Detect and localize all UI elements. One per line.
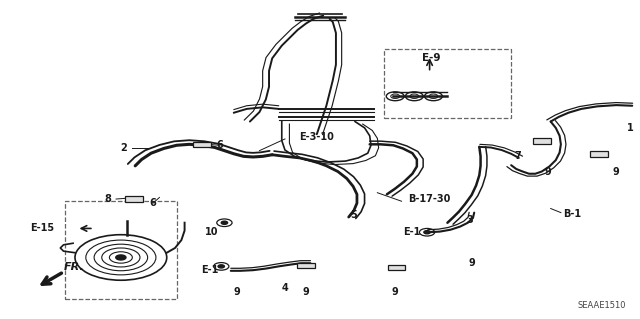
- Bar: [384, 49, 511, 118]
- Text: 2: 2: [120, 144, 127, 153]
- Text: E-9: E-9: [422, 53, 440, 63]
- Circle shape: [218, 265, 225, 268]
- Text: 9: 9: [234, 287, 241, 297]
- Text: 10: 10: [205, 227, 218, 237]
- Text: 4: 4: [282, 283, 289, 293]
- Bar: [193, 142, 211, 147]
- Text: E-15: E-15: [30, 223, 54, 234]
- Text: B-1: B-1: [563, 209, 582, 219]
- Circle shape: [424, 231, 430, 234]
- Bar: [65, 201, 177, 299]
- Text: 1: 1: [627, 123, 634, 133]
- Text: 9: 9: [545, 167, 552, 176]
- Circle shape: [221, 221, 228, 224]
- Text: 9: 9: [469, 258, 476, 268]
- Text: 6: 6: [150, 198, 157, 208]
- Text: 9: 9: [303, 287, 309, 297]
- Bar: [533, 138, 550, 144]
- Circle shape: [116, 255, 126, 260]
- Text: FR.: FR.: [64, 262, 84, 272]
- Text: E-1: E-1: [201, 264, 218, 275]
- Text: 9: 9: [391, 287, 398, 297]
- Bar: [590, 151, 608, 157]
- Text: 7: 7: [515, 151, 521, 161]
- Text: 5: 5: [351, 210, 357, 220]
- Text: 9: 9: [613, 167, 620, 176]
- Bar: [297, 263, 315, 268]
- Text: E-3-10: E-3-10: [300, 132, 335, 142]
- Text: E-1: E-1: [403, 227, 420, 237]
- Text: 8: 8: [105, 194, 111, 204]
- Text: 3: 3: [466, 215, 473, 225]
- Text: B-17-30: B-17-30: [408, 194, 451, 204]
- Text: SEAAE1510: SEAAE1510: [577, 301, 626, 310]
- Bar: [388, 265, 405, 271]
- Bar: [125, 196, 143, 202]
- Text: 6: 6: [216, 140, 223, 150]
